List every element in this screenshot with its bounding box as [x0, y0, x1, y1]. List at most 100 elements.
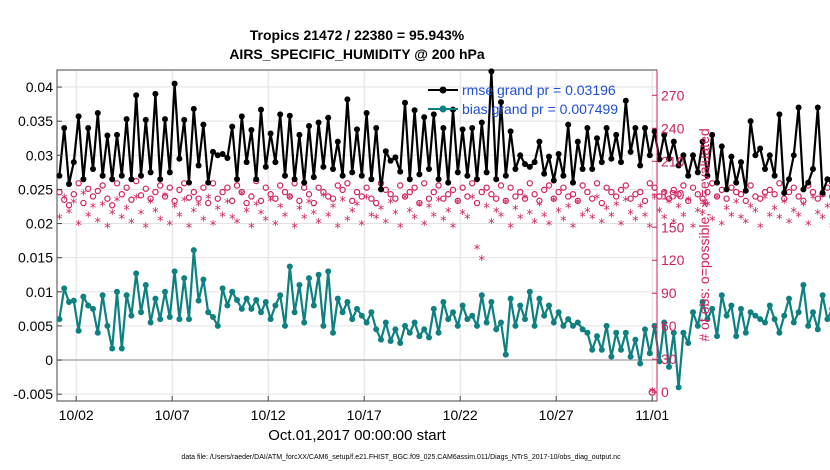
- obs-possible-point: [622, 182, 630, 189]
- obs-possible-point: [60, 196, 68, 203]
- obs-possible-point: [387, 191, 394, 198]
- obs-evaluated-point: *: [306, 197, 313, 212]
- x-tick-label: 10/02: [59, 407, 94, 423]
- rmse-point: [459, 126, 466, 133]
- obs-possible-point: [809, 188, 817, 196]
- bias-point: [200, 276, 207, 283]
- obs-evaluated-point: *: [719, 219, 726, 234]
- rmse-point: [138, 172, 144, 179]
- rmse-point: [699, 138, 706, 145]
- rmse-point: [133, 92, 140, 99]
- obs-possible-point: [512, 193, 519, 200]
- obs-evaluated-point: *: [383, 217, 390, 232]
- obs-evaluated-point: *: [767, 210, 774, 225]
- bias-point: [282, 322, 288, 329]
- obs-evaluated-point: *: [195, 199, 202, 214]
- obs-evaluated-point: *: [85, 210, 92, 225]
- rmse-point: [162, 116, 168, 123]
- rmse-point: [498, 99, 504, 106]
- bias-point: [526, 288, 533, 295]
- bias-point: [66, 299, 72, 306]
- obs-possible-point: [368, 195, 375, 202]
- obs-possible-point: [329, 195, 337, 202]
- rmse-point: [291, 176, 298, 183]
- rmse-point: [454, 169, 461, 176]
- rmse-point: [771, 172, 778, 179]
- obs-possible-point: [680, 182, 687, 189]
- rmse-point: [464, 172, 471, 179]
- obs-possible-point: [310, 199, 317, 207]
- x-axis-label: Oct.01,2017 00:00:00 start: [268, 427, 446, 444]
- x-tick-label: 11/01: [635, 407, 669, 423]
- bias-point: [627, 353, 634, 360]
- obs-possible-point: [637, 188, 644, 196]
- rmse-point: [651, 128, 658, 135]
- bias-point: [502, 351, 509, 358]
- obs-possible-point: [521, 195, 529, 202]
- obs-evaluated-point: *: [771, 204, 778, 219]
- bias-point: [325, 268, 332, 275]
- obs-evaluated-point: *: [474, 243, 481, 258]
- rmse-point: [622, 97, 629, 104]
- obs-evaluated-point: *: [450, 221, 457, 236]
- rmse-point: [598, 159, 605, 166]
- bias-point: [310, 302, 317, 309]
- obs-evaluated-point: *: [618, 219, 625, 234]
- obs-possible-point: [473, 199, 481, 207]
- rmse-point: [474, 176, 480, 183]
- obs-evaluated-point: *: [277, 201, 284, 216]
- bias-point: [344, 299, 351, 306]
- rmse-point: [805, 179, 812, 186]
- obs-evaluated-point: *: [301, 212, 308, 227]
- rmse-point: [550, 177, 557, 184]
- obs-possible-point: [502, 197, 509, 205]
- obs-evaluated-point: *: [810, 193, 817, 208]
- obs-evaluated-point: *: [80, 188, 87, 203]
- obs-evaluated-point: *: [272, 219, 279, 234]
- obs-possible-point: [421, 180, 428, 187]
- rmse-point: [690, 152, 696, 159]
- rmse-point: [358, 172, 365, 179]
- bias-point: [286, 263, 293, 270]
- obs-possible-point: [497, 182, 505, 189]
- legend-rmse-marker: [439, 86, 447, 94]
- y2-tick-label: 30: [661, 351, 677, 367]
- obs-evaluated-point: *: [709, 215, 716, 230]
- rmse-point: [766, 152, 773, 159]
- bias-point: [358, 312, 365, 319]
- y-tick-label: 0.005: [18, 318, 53, 334]
- rmse-point: [406, 176, 413, 183]
- bias-point: [387, 337, 394, 344]
- obs-evaluated-point: *: [464, 212, 471, 227]
- rmse-point: [157, 176, 164, 183]
- obs-possible-point: [478, 188, 485, 196]
- obs-possible-point: [459, 184, 466, 191]
- bias-point: [157, 316, 164, 323]
- obs-evaluated-point: *: [551, 195, 558, 210]
- rmse-point: [104, 132, 111, 139]
- bias-point: [579, 326, 586, 333]
- rmse-point: [565, 121, 572, 128]
- obs-evaluated-point: *: [527, 208, 534, 223]
- rmse-point: [685, 172, 692, 179]
- obs-possible-point: [305, 191, 313, 198]
- y2-tick-label: 150: [661, 219, 685, 235]
- obs-possible-point: [579, 182, 586, 189]
- rmse-point: [632, 125, 639, 132]
- bias-point: [666, 363, 672, 370]
- rmse-point: [574, 138, 581, 145]
- obs-possible-point: [248, 193, 255, 200]
- rmse-point: [70, 159, 77, 166]
- obs-evaluated-point: *: [599, 217, 606, 232]
- obs-possible-point: [185, 194, 193, 201]
- bias-point: [589, 346, 596, 353]
- rmse-point: [714, 179, 720, 186]
- bias-point: [565, 316, 572, 323]
- obs-evaluated-point: *: [666, 197, 673, 212]
- bias-point: [810, 309, 816, 316]
- rmse-point: [795, 104, 802, 111]
- obs-evaluated-point: *: [594, 193, 601, 208]
- bias-point: [786, 295, 792, 302]
- rmse-point: [786, 176, 792, 183]
- obs-possible-point: [243, 199, 250, 207]
